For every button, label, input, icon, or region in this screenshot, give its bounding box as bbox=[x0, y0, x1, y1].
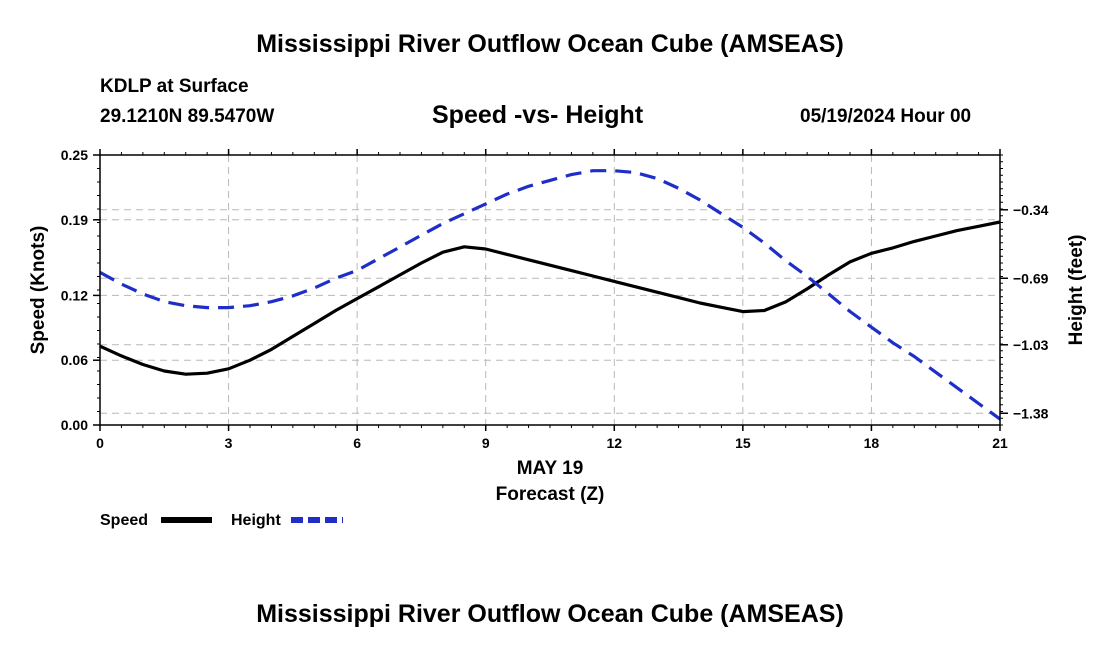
series-line-speed bbox=[99, 220, 1001, 376]
y-right-tick-label: −1.03 bbox=[1013, 337, 1049, 353]
datetime-label: 05/19/2024 Hour 00 bbox=[800, 106, 972, 127]
y-right-tick-label: −0.69 bbox=[1013, 270, 1049, 286]
x-tick-label: 18 bbox=[864, 435, 880, 451]
y-tick-label: 0.12 bbox=[61, 287, 88, 303]
y-tick-label: 0.00 bbox=[61, 417, 88, 433]
y-tick-label: 0.19 bbox=[61, 212, 88, 228]
series-line-height bbox=[99, 169, 1001, 421]
station-label: KDLP at Surface bbox=[100, 76, 249, 97]
plot-frame bbox=[99, 154, 1001, 426]
y-tick-label: 0.06 bbox=[61, 352, 88, 368]
coordinates-label: 29.1210N 89.5470W bbox=[100, 106, 275, 127]
series-layer bbox=[99, 169, 1001, 421]
chart-title: Speed -vs- Height bbox=[432, 101, 644, 129]
x-tick-label: 15 bbox=[735, 435, 751, 451]
legend: Speed Height bbox=[100, 512, 343, 529]
y-right-axis-title: Height (feet) bbox=[1066, 235, 1087, 346]
y-axis-title: Speed (Knots) bbox=[28, 226, 49, 355]
grid-layer bbox=[100, 155, 1000, 425]
x-axis-title: Forecast (Z) bbox=[496, 484, 605, 505]
y-tick-label: 0.25 bbox=[61, 147, 88, 163]
y-right-tick-label: −1.38 bbox=[1013, 405, 1049, 421]
x-tick-label: 0 bbox=[96, 435, 104, 451]
x-tick-label: 9 bbox=[482, 435, 490, 451]
x-axis-date-label: MAY 19 bbox=[517, 458, 584, 479]
page-title: Mississippi River Outflow Ocean Cube (AM… bbox=[256, 30, 844, 58]
x-tick-label: 21 bbox=[992, 435, 1008, 451]
ticks-layer: 0 3 6 9 12 15 18 21 0.00 0.06 0.12 0.19 0.25 −1.38 −1.… bbox=[61, 147, 1049, 451]
x-tick-label: 12 bbox=[606, 435, 622, 451]
legend-label-speed: Speed bbox=[100, 512, 148, 529]
y-right-tick-label: −0.34 bbox=[1013, 202, 1049, 218]
footer-title: Mississippi River Outflow Ocean Cube (AM… bbox=[256, 600, 844, 628]
legend-label-height: Height bbox=[231, 512, 281, 529]
x-tick-label: 3 bbox=[225, 435, 233, 451]
x-tick-label: 6 bbox=[353, 435, 361, 451]
